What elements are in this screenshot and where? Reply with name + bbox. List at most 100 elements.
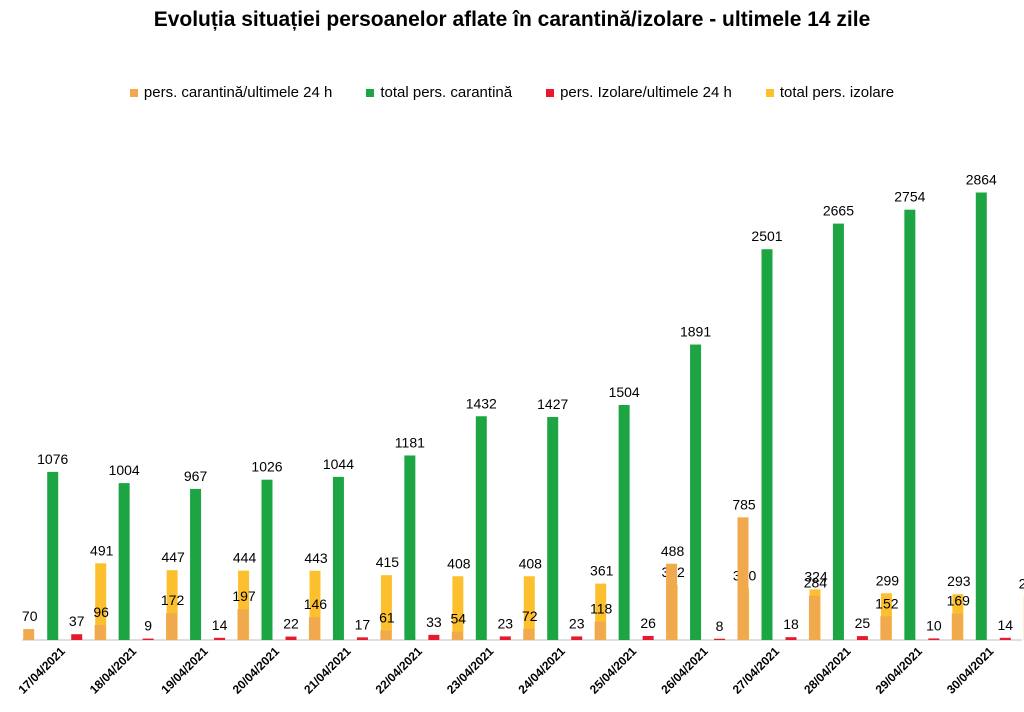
bar xyxy=(380,575,392,640)
data-label: 197 xyxy=(232,588,256,604)
x-tick-label: 29/04/2021 xyxy=(873,644,926,697)
data-label: 1891 xyxy=(680,324,711,340)
bar xyxy=(761,249,773,640)
bar xyxy=(166,613,178,640)
bar xyxy=(904,209,916,640)
bar xyxy=(808,595,820,640)
x-tick-label: 26/04/2021 xyxy=(658,644,711,697)
bar xyxy=(166,570,178,640)
data-label: 14 xyxy=(212,617,228,633)
x-tick-label: 18/04/2021 xyxy=(87,644,140,697)
x-tick-label: 17/04/2021 xyxy=(15,644,68,697)
bar xyxy=(451,631,463,640)
legend-item-carantina-24h: pers. carantină/ultimele 24 h xyxy=(129,84,333,101)
bar xyxy=(880,616,892,640)
data-label: 70 xyxy=(22,608,38,624)
bar xyxy=(951,613,963,640)
data-label: 1026 xyxy=(251,459,282,475)
legend-item-total-izolare: total pers. izolare xyxy=(765,84,895,101)
data-label: 408 xyxy=(447,555,471,571)
data-label: 54 xyxy=(450,611,466,627)
bar xyxy=(261,479,273,640)
data-label: 1044 xyxy=(323,456,354,472)
bar xyxy=(332,476,344,640)
data-label: 23 xyxy=(569,615,585,631)
data-label: 8 xyxy=(716,618,724,634)
data-label: 1076 xyxy=(37,451,68,467)
data-label: 152 xyxy=(875,595,899,611)
bar xyxy=(523,576,535,640)
bar xyxy=(856,636,868,640)
bar xyxy=(618,405,630,640)
bar xyxy=(237,609,249,640)
bar xyxy=(595,583,607,640)
bar xyxy=(95,563,107,640)
data-label: 279 xyxy=(1019,575,1024,591)
legend-label: pers. carantină/ultimele 24 h xyxy=(143,84,333,101)
bar xyxy=(47,471,59,640)
legend-swatch-total-carantina xyxy=(366,88,375,97)
bar xyxy=(714,638,726,640)
bar xyxy=(832,223,844,640)
x-tick-label: 19/04/2021 xyxy=(158,644,211,697)
bar xyxy=(975,192,987,640)
bar xyxy=(190,488,202,640)
bar xyxy=(285,636,297,640)
legend-label: total pers. izolare xyxy=(779,84,895,101)
data-label: 172 xyxy=(161,592,185,608)
data-label: 25 xyxy=(855,615,871,631)
data-label: 118 xyxy=(590,601,613,617)
data-label: 1504 xyxy=(609,384,640,400)
data-label: 284 xyxy=(804,575,828,591)
data-label: 9 xyxy=(144,618,152,634)
legend-item-izolare-24h: pers. Izolare/ultimele 24 h xyxy=(546,84,732,101)
data-label: 14 xyxy=(997,617,1013,633)
data-label: 785 xyxy=(732,496,756,512)
legend-swatch-total-izolare xyxy=(765,88,774,97)
bar xyxy=(404,455,416,640)
bar xyxy=(23,629,35,640)
x-tick-label: 30/04/2021 xyxy=(944,644,997,697)
x-tick-label: 20/04/2021 xyxy=(230,644,283,697)
bar xyxy=(999,637,1011,640)
bar xyxy=(690,344,702,640)
legend-swatch-carantina-24h xyxy=(129,88,138,97)
data-label: 2754 xyxy=(894,189,925,205)
data-label: 361 xyxy=(590,563,614,579)
bar xyxy=(309,570,321,640)
data-label: 10 xyxy=(926,617,942,633)
data-label: 146 xyxy=(304,596,328,612)
chart-legend: pers. carantină/ultimele 24 h total pers… xyxy=(0,84,1024,101)
bar xyxy=(642,635,654,640)
chart-title: Evoluția situației persoanelor aflate în… xyxy=(153,8,871,31)
data-label: 1427 xyxy=(537,396,568,412)
data-label: 23 xyxy=(497,615,513,631)
data-label: 26 xyxy=(640,615,656,631)
bar xyxy=(594,621,606,640)
bar xyxy=(71,634,83,640)
bar xyxy=(118,483,130,640)
data-label: 1432 xyxy=(466,395,497,411)
bar xyxy=(238,570,250,640)
data-label: 293 xyxy=(947,573,971,589)
bar xyxy=(666,563,678,640)
bar xyxy=(571,636,583,640)
data-label: 299 xyxy=(876,572,900,588)
data-label: 444 xyxy=(233,550,257,566)
data-label: 408 xyxy=(519,555,543,571)
bar xyxy=(475,416,487,640)
bar xyxy=(214,637,226,640)
data-label: 967 xyxy=(184,468,208,484)
data-label: 2501 xyxy=(751,228,782,244)
bar xyxy=(142,638,154,640)
legend-item-total-carantina: total pers. carantină xyxy=(366,84,512,101)
bar xyxy=(380,630,392,640)
bar xyxy=(94,625,106,640)
bar xyxy=(452,576,464,640)
data-label: 61 xyxy=(379,609,395,625)
bar xyxy=(547,417,559,640)
data-label: 415 xyxy=(376,554,400,570)
data-label: 491 xyxy=(90,542,114,558)
bar xyxy=(356,637,368,640)
data-label: 1004 xyxy=(109,462,140,478)
